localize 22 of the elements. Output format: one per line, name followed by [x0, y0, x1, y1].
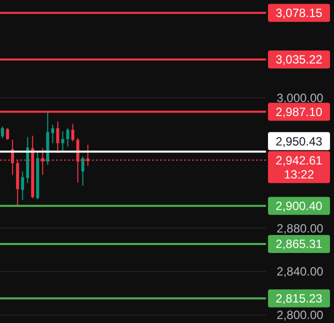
ref-line-label: 2,942.61	[276, 153, 323, 168]
y-tick-label: 3,000.00	[276, 90, 324, 105]
ref-line-label: 2,900.40	[276, 199, 323, 214]
y-tick-label: 2,840.00	[276, 264, 324, 279]
ref-line-label: 2,865.31	[276, 237, 323, 252]
candlestick	[81, 156, 84, 186]
candlestick	[66, 128, 70, 147]
ref-line-label: 3,035.22	[276, 52, 323, 67]
candlestick	[71, 123, 74, 142]
candlestick	[1, 126, 4, 139]
ref-line-label: 2,987.10	[276, 104, 323, 119]
ref-line-label: 3,078.15	[276, 6, 323, 20]
y-tick-label: 2,800.00	[276, 308, 324, 322]
candlestick	[56, 120, 60, 154]
ref-line-label: 2,815.23	[276, 292, 323, 306]
candlestick	[21, 170, 24, 200]
candlestick	[51, 124, 54, 144]
y-tick-label: 2,880.00	[276, 221, 324, 236]
text: 13:22	[284, 167, 314, 182]
ref-line-label: 2,950.43	[276, 134, 323, 148]
candlestick	[61, 130, 64, 152]
candlestick	[6, 128, 10, 140]
